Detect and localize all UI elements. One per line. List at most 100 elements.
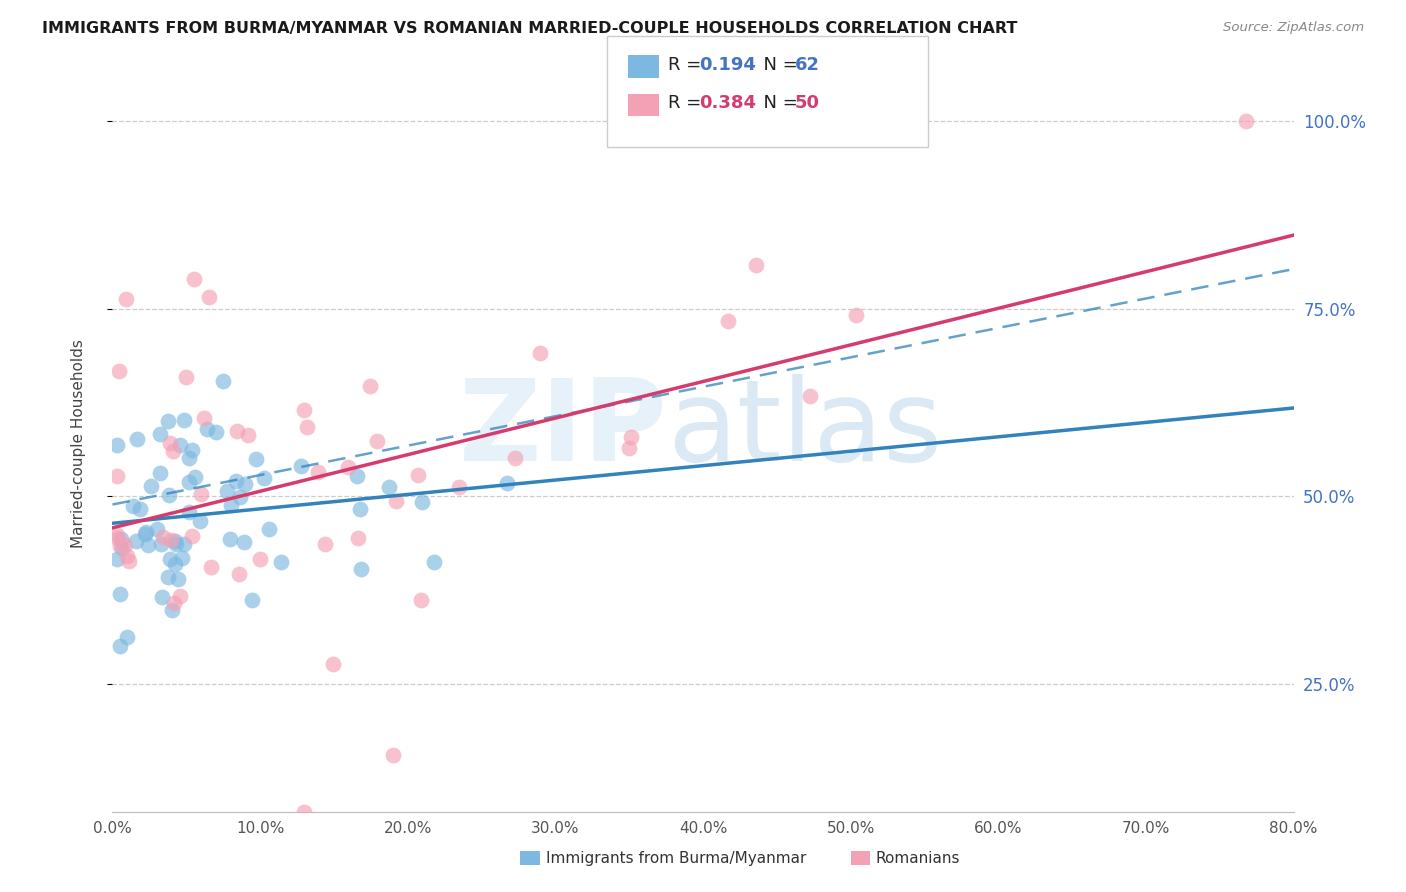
Point xyxy=(117,630,139,644)
Text: Romanians: Romanians xyxy=(876,851,960,865)
Point xyxy=(295,419,318,434)
Point xyxy=(845,308,868,322)
Point xyxy=(745,258,768,272)
Point xyxy=(162,444,184,458)
Point xyxy=(128,501,150,516)
Point xyxy=(290,458,312,473)
Point xyxy=(108,587,131,601)
Point xyxy=(257,522,280,536)
Text: 50: 50 xyxy=(794,95,820,112)
Point xyxy=(193,411,215,425)
Point xyxy=(226,424,249,438)
Point xyxy=(163,533,186,548)
Point xyxy=(423,555,446,569)
Point xyxy=(183,469,205,483)
Point xyxy=(1234,114,1257,128)
Point xyxy=(174,370,197,384)
Point xyxy=(228,567,250,582)
Point xyxy=(136,538,159,552)
Point xyxy=(110,532,132,546)
Point xyxy=(108,639,131,653)
Point xyxy=(177,475,200,490)
Point xyxy=(322,657,344,672)
Text: Immigrants from Burma/Myanmar: Immigrants from Burma/Myanmar xyxy=(546,851,806,865)
Point xyxy=(292,402,315,417)
Y-axis label: Married-couple Households: Married-couple Households xyxy=(72,339,86,549)
Point xyxy=(236,427,259,442)
Point xyxy=(166,572,188,586)
Point xyxy=(163,596,186,610)
Point xyxy=(408,467,430,482)
Point xyxy=(229,490,252,504)
Point xyxy=(105,552,128,566)
Point xyxy=(157,488,180,502)
Point xyxy=(177,505,200,519)
Point xyxy=(115,293,138,307)
Point xyxy=(108,539,131,553)
Point xyxy=(215,484,238,499)
Point xyxy=(350,561,373,575)
Text: 0.384: 0.384 xyxy=(699,95,756,112)
Point xyxy=(173,413,195,427)
Point xyxy=(114,539,136,553)
Point xyxy=(181,442,204,457)
Point xyxy=(122,499,145,513)
Text: Source: ZipAtlas.com: Source: ZipAtlas.com xyxy=(1223,21,1364,34)
Point xyxy=(105,468,128,483)
Point xyxy=(240,592,263,607)
Point xyxy=(148,426,170,441)
Point xyxy=(245,451,267,466)
Point xyxy=(169,438,191,452)
Point xyxy=(411,495,433,509)
Point xyxy=(219,532,242,546)
Point xyxy=(141,479,163,493)
Point xyxy=(378,480,401,494)
Text: IMMIGRANTS FROM BURMA/MYANMAR VS ROMANIAN MARRIED-COUPLE HOUSEHOLDS CORRELATION : IMMIGRANTS FROM BURMA/MYANMAR VS ROMANIA… xyxy=(42,21,1018,36)
Point xyxy=(195,422,218,436)
Point xyxy=(150,590,173,604)
Point xyxy=(314,537,336,551)
Point xyxy=(159,436,181,450)
Point xyxy=(179,451,201,466)
Point xyxy=(205,425,228,439)
Point xyxy=(219,498,242,512)
Point xyxy=(198,290,221,304)
Point xyxy=(799,389,821,403)
Point xyxy=(160,533,183,548)
Point xyxy=(108,364,131,378)
Point xyxy=(495,476,517,491)
Text: 62: 62 xyxy=(794,56,820,74)
Point xyxy=(349,502,371,516)
Point xyxy=(188,514,211,528)
Point xyxy=(503,450,526,465)
Point xyxy=(620,430,643,444)
Point xyxy=(253,471,276,485)
Text: R =: R = xyxy=(668,56,707,74)
Point xyxy=(165,537,187,551)
Point xyxy=(385,494,408,508)
Point xyxy=(346,468,368,483)
Point xyxy=(359,379,381,393)
Point xyxy=(249,552,271,566)
Point xyxy=(173,537,195,551)
Point xyxy=(200,560,222,574)
Point xyxy=(307,465,329,479)
Point xyxy=(115,549,138,564)
Text: ZIP: ZIP xyxy=(460,374,668,484)
Point xyxy=(292,805,315,819)
Point xyxy=(105,531,128,545)
Point xyxy=(232,535,254,549)
Point xyxy=(156,569,179,583)
Point xyxy=(529,346,551,360)
Point xyxy=(411,593,433,607)
Point xyxy=(190,487,212,501)
Point xyxy=(134,526,156,541)
Point xyxy=(111,541,134,556)
Point xyxy=(160,603,183,617)
Point xyxy=(169,589,191,603)
Point xyxy=(149,467,172,481)
Point xyxy=(105,528,128,542)
Point xyxy=(152,531,174,545)
Text: R =: R = xyxy=(668,95,707,112)
Point xyxy=(105,438,128,452)
